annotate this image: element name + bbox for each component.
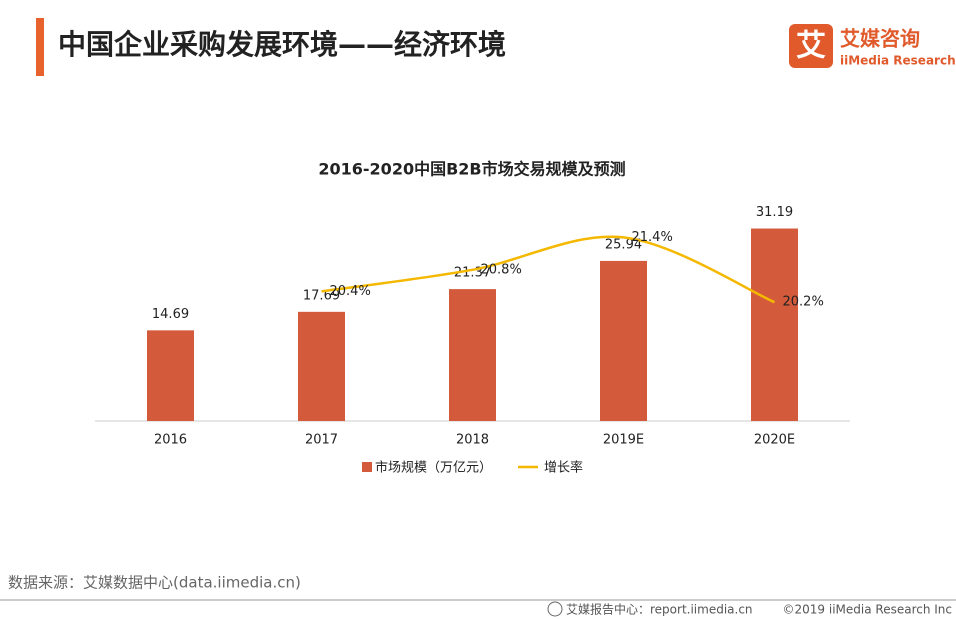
legend-swatch — [362, 462, 372, 472]
report-site: 艾媒报告中心：report.iimedia.cn — [566, 602, 753, 617]
legend-label: 增长率 — [544, 460, 583, 476]
line-value-label: 20.4% — [330, 284, 371, 299]
bar-value-label: 17.69 — [303, 288, 340, 303]
bar-value-label: 14.69 — [152, 307, 189, 322]
bar — [600, 260, 647, 421]
legend-label: 市场规模（万亿元） — [375, 460, 492, 476]
source: 数据来源：艾媒数据中心(data.iimedia.cn) — [8, 574, 301, 592]
bar-value-label: 31.19 — [756, 205, 793, 220]
slide-title: 中国企业采购发展环境——经济环境 — [58, 28, 506, 61]
logo-name: 艾媒咨询 — [840, 27, 920, 51]
bar — [147, 330, 194, 421]
bar — [449, 289, 496, 421]
growth-line — [321, 235, 775, 304]
x-tick-label: 2017 — [305, 433, 338, 448]
line-value-label: 20.8% — [481, 262, 522, 277]
line-value-label: 20.2% — [783, 295, 824, 310]
x-tick-label: 2018 — [456, 433, 489, 448]
x-tick-label: 2019E — [603, 433, 644, 448]
x-tick-label: 2020E — [754, 433, 795, 448]
logo-sub: iiMedia Research — [840, 54, 956, 68]
bar-value-label: 21.37 — [454, 266, 491, 281]
logo-box — [789, 24, 833, 68]
bar-value-label: 25.94 — [605, 237, 642, 252]
line-value-label: 21.4% — [632, 230, 673, 245]
chart-title: 2016-2020中国B2B市场交易规模及预测 — [318, 160, 625, 179]
title-accent — [36, 18, 44, 76]
copyright: ©2019 iiMedia Research Inc — [783, 603, 952, 617]
bar — [298, 311, 345, 421]
x-tick-label: 2016 — [154, 433, 187, 448]
bar — [751, 228, 798, 421]
globe-icon — [547, 601, 563, 617]
logo-icon: 艾 — [796, 29, 826, 64]
